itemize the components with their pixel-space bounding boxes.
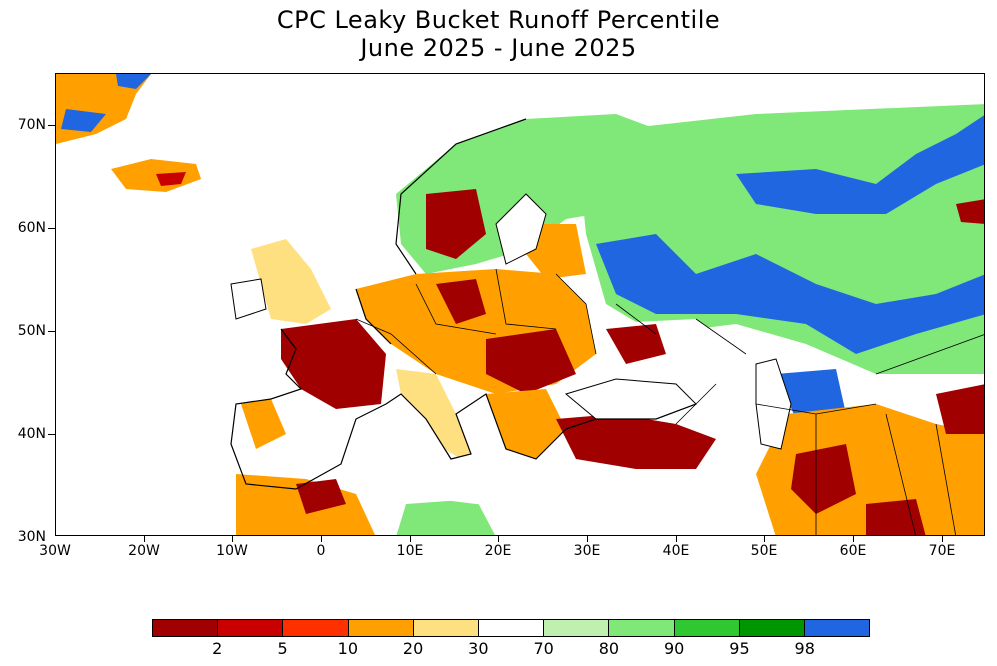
region-uk [251,239,331,324]
lat-label-30n: 30N [17,529,46,545]
colorbar-swatch-10 [804,620,870,636]
percentile-colorbar [152,619,870,637]
region-turkey [556,414,716,469]
region-iran-dry [791,444,926,535]
lon-tick [144,536,145,542]
lat-label-70n: 70N [17,117,46,133]
colorbar-swatch-8 [674,620,740,636]
lat-tick [48,125,55,126]
region-north-africa-dry [296,479,346,514]
lon-label-70e: 70E [928,543,956,559]
region-caspian-wet [776,369,846,419]
colorbar-label: 5 [277,639,288,658]
region-iceland [111,159,201,192]
colorbar-swatch-0 [153,620,219,636]
lon-tick [321,536,322,542]
lat-tick [48,434,55,435]
colorbar-swatch-3 [348,620,414,636]
sea-baltic [495,193,547,265]
lat-label-60n: 60N [17,220,46,236]
region-ireland [230,278,267,320]
region-scandinavia-dry [426,189,486,259]
lat-label-40n: 40N [17,426,46,442]
colorbar-swatch-7 [609,620,675,636]
lon-tick [676,536,677,542]
region-baltic [526,224,586,279]
lon-tick [498,536,499,542]
lon-label-30e: 30E [573,543,601,559]
colorbar-swatch-1 [218,620,284,636]
colorbar-label: 80 [598,639,620,658]
colorbar-label: 10 [337,639,358,658]
colorbar-label: 95 [729,639,750,658]
lat-tick [48,331,55,332]
map-title: CPC Leaky Bucket Runoff Percentile [276,6,721,34]
region-ukraine-dry [606,324,666,364]
lon-label-60e: 60E [839,543,867,559]
region-central-europe-dry [436,279,576,394]
lat-tick [48,228,55,229]
colorbar-label: 20 [402,639,424,658]
region-libya [396,499,495,535]
region-russia-very-wet [596,234,984,354]
lon-label-10w: 10W [216,543,248,559]
lon-label-0: 0 [316,543,326,559]
map-subtitle: June 2025 - June 2025 [360,34,637,62]
lon-label-10e: 10E [396,543,424,559]
colorbar-swatch-6 [544,620,610,636]
colorbar-label: 2 [212,639,223,658]
region-italy [396,369,471,459]
lon-label-20w: 20W [128,543,160,559]
coastline-europe [230,118,697,490]
lon-label-30w: 30W [39,543,71,559]
lon-tick [853,536,854,542]
region-france [281,319,386,409]
region-iberia-dry [241,399,286,449]
lon-tick [942,536,943,542]
colorbar-label: 70 [533,639,554,658]
colorbar-swatch-2 [283,620,349,636]
lon-tick [232,536,233,542]
colorbar-swatch-9 [739,620,805,636]
region-greenland-wet [61,74,151,132]
colorbar-swatch-4 [413,620,479,636]
lon-tick [587,536,588,542]
region-iceland-dry [156,172,186,186]
lat-label-50n: 50N [17,323,46,339]
region-balkans [486,389,566,459]
colorbar-label: 90 [663,639,685,658]
sea-black-sea [564,378,697,420]
colorbar-label: 30 [468,639,489,658]
colorbar-swatch-5 [478,620,545,636]
lon-tick [764,536,765,542]
lon-label-50e: 50E [750,543,778,559]
lon-label-20e: 20E [484,543,512,559]
borders [355,268,984,535]
colorbar-label: 98 [794,639,815,658]
lon-label-40e: 40E [662,543,690,559]
region-central-asia-dry [936,199,984,434]
runoff-percentile-map [56,74,984,535]
lon-tick [410,536,411,542]
sea-mediterranean [346,414,656,514]
region-ural-wet [736,115,984,214]
map-plot-area [55,73,985,536]
